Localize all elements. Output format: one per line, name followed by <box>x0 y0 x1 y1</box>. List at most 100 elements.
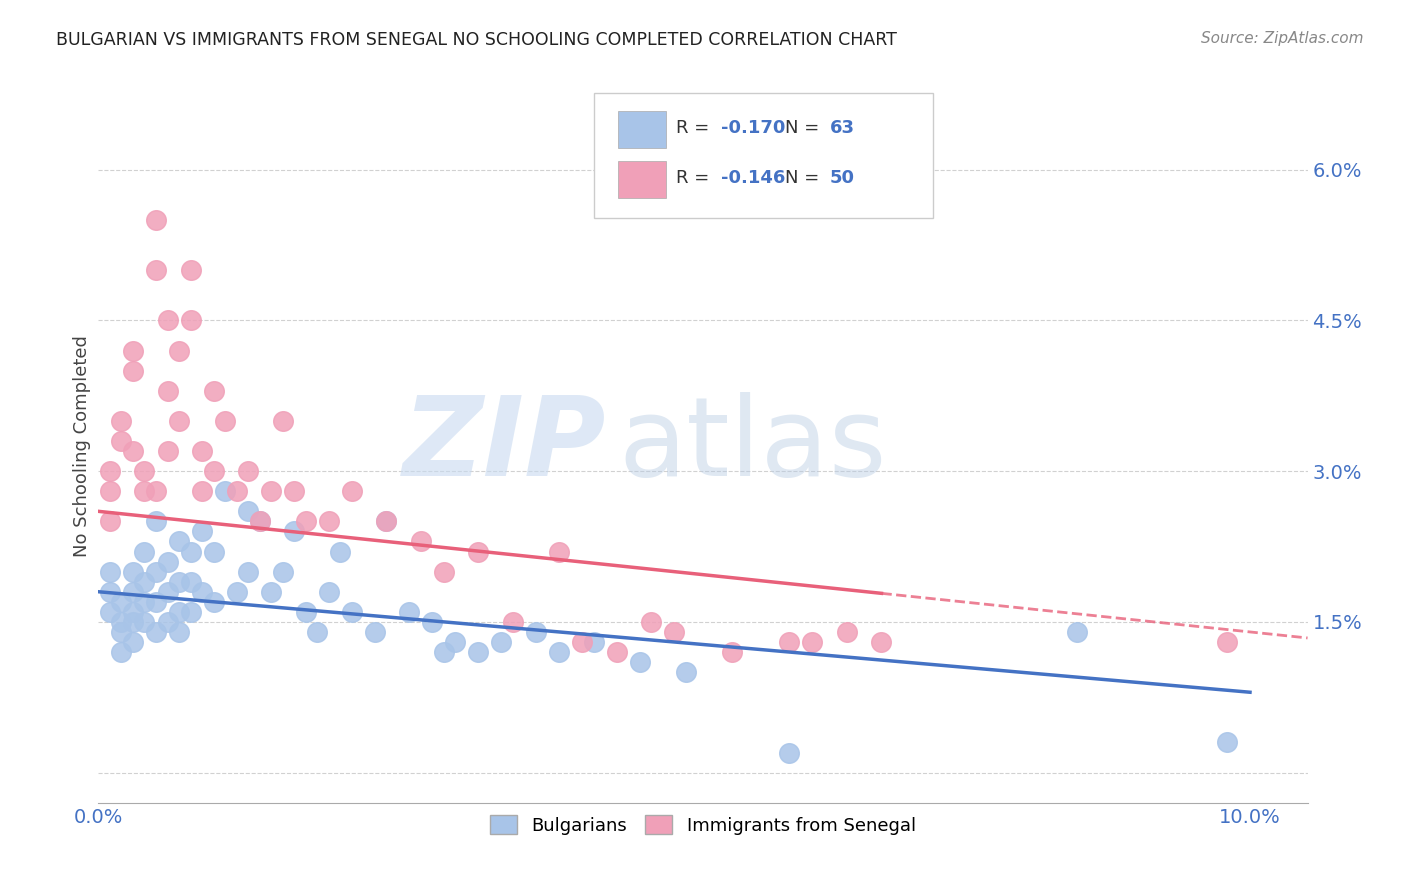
Point <box>145 212 167 227</box>
Point <box>180 544 202 558</box>
Point <box>1216 635 1239 649</box>
Point <box>582 635 605 649</box>
Point <box>167 534 190 549</box>
Text: BULGARIAN VS IMMIGRANTS FROM SENEGAL NO SCHOOLING COMPLETED CORRELATION CHART: BULGARIAN VS IMMIGRANTS FROM SENEGAL NO … <box>56 31 897 49</box>
Point <box>491 635 513 649</box>
Point <box>294 605 316 619</box>
Point <box>409 534 432 549</box>
Point <box>191 444 214 458</box>
Point <box>167 414 190 428</box>
Text: -0.170: -0.170 <box>721 120 786 137</box>
Point <box>98 565 121 579</box>
Point <box>433 565 456 579</box>
Point <box>110 414 132 428</box>
Point <box>236 464 259 478</box>
Text: R =: R = <box>676 169 716 187</box>
Point <box>214 414 236 428</box>
Point <box>110 434 132 448</box>
Point <box>444 635 467 649</box>
Point <box>156 444 179 458</box>
Point <box>156 384 179 398</box>
Point <box>548 645 571 659</box>
Text: atlas: atlas <box>619 392 887 500</box>
Point <box>134 464 156 478</box>
Text: 50: 50 <box>830 169 855 187</box>
Point <box>134 595 156 609</box>
Text: Source: ZipAtlas.com: Source: ZipAtlas.com <box>1201 31 1364 46</box>
Point <box>318 515 340 529</box>
Point <box>202 544 225 558</box>
Text: ZIP: ZIP <box>402 392 606 500</box>
Point <box>191 524 214 539</box>
Point <box>110 615 132 629</box>
Point <box>720 645 742 659</box>
Point <box>307 624 329 639</box>
Point <box>202 464 225 478</box>
Point <box>260 584 283 599</box>
Point <box>467 645 489 659</box>
Point <box>98 464 121 478</box>
Point <box>110 624 132 639</box>
Point <box>167 343 190 358</box>
Point <box>134 615 156 629</box>
Point <box>1216 735 1239 749</box>
Point <box>398 605 420 619</box>
Point <box>422 615 444 629</box>
Point <box>870 635 893 649</box>
Y-axis label: No Schooling Completed: No Schooling Completed <box>73 335 91 557</box>
Point <box>156 555 179 569</box>
Point <box>548 544 571 558</box>
Point <box>122 565 145 579</box>
Point <box>110 595 132 609</box>
Point <box>145 263 167 277</box>
Point <box>145 595 167 609</box>
Point <box>502 615 524 629</box>
Text: -0.146: -0.146 <box>721 169 786 187</box>
Legend: Bulgarians, Immigrants from Senegal: Bulgarians, Immigrants from Senegal <box>481 806 925 844</box>
Point <box>122 343 145 358</box>
Text: 63: 63 <box>830 120 855 137</box>
Point <box>122 584 145 599</box>
Point <box>329 544 352 558</box>
Point <box>801 635 824 649</box>
Point <box>110 645 132 659</box>
Point <box>236 565 259 579</box>
Point <box>375 515 398 529</box>
Point <box>122 605 145 619</box>
Point <box>180 574 202 589</box>
Point <box>260 484 283 499</box>
Point <box>249 515 271 529</box>
FancyBboxPatch shape <box>595 93 932 218</box>
Text: R =: R = <box>676 120 716 137</box>
Point <box>156 615 179 629</box>
Point <box>122 363 145 377</box>
Point <box>98 584 121 599</box>
Point <box>271 565 294 579</box>
Point <box>340 605 363 619</box>
Point <box>271 414 294 428</box>
FancyBboxPatch shape <box>619 111 665 148</box>
Point <box>145 515 167 529</box>
Point <box>145 624 167 639</box>
Point <box>134 484 156 499</box>
Point <box>283 524 305 539</box>
Point <box>180 605 202 619</box>
Point <box>606 645 628 659</box>
Point <box>167 624 190 639</box>
Point <box>98 515 121 529</box>
Point <box>98 484 121 499</box>
Point <box>156 313 179 327</box>
Point <box>180 263 202 277</box>
Point <box>122 444 145 458</box>
Point <box>167 605 190 619</box>
Point <box>778 746 800 760</box>
Point <box>214 484 236 499</box>
Text: N =: N = <box>785 120 825 137</box>
Point <box>835 624 858 639</box>
Point <box>225 484 247 499</box>
Point <box>180 313 202 327</box>
Point <box>191 484 214 499</box>
Point <box>1066 624 1088 639</box>
Point <box>375 515 398 529</box>
Point <box>225 584 247 599</box>
